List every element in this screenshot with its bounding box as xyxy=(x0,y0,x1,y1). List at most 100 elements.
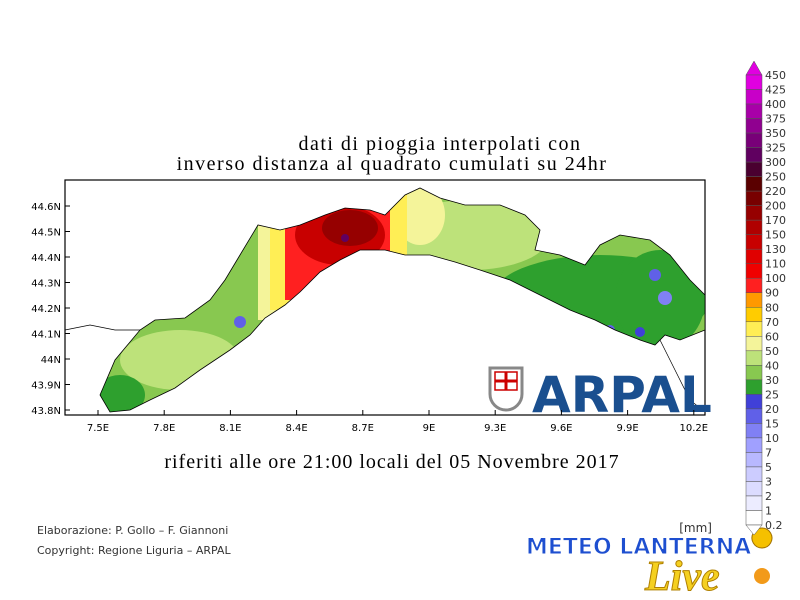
lon-tick-label: 9.9E xyxy=(616,423,638,434)
legend-swatch xyxy=(745,350,763,366)
legend-swatch xyxy=(745,481,763,497)
legend-label: 50 xyxy=(765,345,779,358)
legend-swatch xyxy=(745,510,763,526)
legend-label: 130 xyxy=(765,243,786,256)
legend-label: 40 xyxy=(765,359,779,372)
legend-swatch xyxy=(745,190,763,206)
legend-swatch xyxy=(745,103,763,119)
lat-tick-label: 43.8N xyxy=(31,406,61,417)
lat-tick-label: 44N xyxy=(41,355,61,366)
legend-label: 30 xyxy=(765,374,779,387)
lat-tick-label: 44.3N xyxy=(31,279,61,290)
coast xyxy=(659,339,706,413)
lat-tick-label: 44.2N xyxy=(31,304,61,315)
legend-label: 250 xyxy=(765,171,786,184)
legend-swatch xyxy=(745,365,763,381)
legend-swatch xyxy=(745,292,763,308)
legend-label: 25 xyxy=(765,388,779,401)
legend-label: 20 xyxy=(765,403,779,416)
lat-tick-label: 44.5N xyxy=(31,228,61,239)
legend-swatch xyxy=(745,176,763,192)
watermark-sun xyxy=(754,568,770,584)
subtitle: riferiti alle ore 21:00 locali del 05 No… xyxy=(164,451,619,473)
legend-swatch xyxy=(745,219,763,235)
lon-tick-label: 10.2E xyxy=(680,423,709,434)
legend-arrow xyxy=(745,524,763,536)
legend-swatch xyxy=(745,118,763,134)
legend-swatch xyxy=(745,423,763,439)
legend-label: 2 xyxy=(765,490,772,503)
legend-label: 80 xyxy=(765,301,779,314)
legend-swatch xyxy=(745,394,763,410)
watermark-text: METEO LANTERNA xyxy=(526,535,751,560)
lon-tick-label: 7.8E xyxy=(153,423,175,434)
legend-label: 60 xyxy=(765,330,779,343)
legend-swatch xyxy=(745,89,763,105)
legend-label: 220 xyxy=(765,185,786,198)
lat-tick-label: 43.9N xyxy=(31,381,61,392)
legend-label: 0.2 xyxy=(765,519,783,532)
legend-swatch xyxy=(745,466,763,482)
logo-cross xyxy=(495,372,517,390)
legend-swatch xyxy=(745,205,763,221)
legend-label: 1 xyxy=(765,504,772,517)
legend-label: 10 xyxy=(765,432,779,445)
legend-label: 15 xyxy=(765,417,779,430)
arpal-logo: ARPAL xyxy=(488,366,712,424)
legend-swatch xyxy=(745,408,763,424)
credit: Copyright: Regione Liguria – ARPAL xyxy=(37,544,231,557)
lon-tick-label: 8.1E xyxy=(219,423,241,434)
legend-swatch xyxy=(745,147,763,163)
lon-tick-label: 7.5E xyxy=(87,423,109,434)
lat-tick-label: 44.4N xyxy=(31,253,61,264)
legend-label: 3 xyxy=(765,475,772,488)
legend-label: 100 xyxy=(765,272,786,285)
lat-tick-label: 44.1N xyxy=(31,330,61,341)
legend-label: 70 xyxy=(765,316,779,329)
region-border xyxy=(99,187,706,413)
legend-arrow xyxy=(745,60,763,76)
logo-text: ARPAL xyxy=(532,366,712,424)
legend-swatch xyxy=(745,452,763,468)
legend-swatch xyxy=(745,495,763,511)
legend-swatch xyxy=(745,132,763,148)
lon-tick-label: 9.6E xyxy=(550,423,572,434)
lat-tick-label: 44.6N xyxy=(31,202,61,213)
legend-label: 350 xyxy=(765,127,786,140)
legend-label: 400 xyxy=(765,98,786,111)
watermark-live: Live xyxy=(644,554,720,600)
legend-swatch xyxy=(745,161,763,177)
legend-swatch xyxy=(745,248,763,264)
legend-swatch xyxy=(745,437,763,453)
legend-label: 5 xyxy=(765,461,772,474)
legend-label: 170 xyxy=(765,214,786,227)
legend-label: 7 xyxy=(765,446,772,459)
legend-label: 110 xyxy=(765,258,786,271)
country-border xyxy=(64,324,140,331)
legend-label: 300 xyxy=(765,156,786,169)
legend-swatch xyxy=(745,379,763,395)
legend-swatch xyxy=(745,263,763,279)
legend-label: 425 xyxy=(765,84,786,97)
legend-label: 200 xyxy=(765,200,786,213)
title-line: dati di pioggia interpolati con xyxy=(298,133,581,155)
title-line: inverso distanza al quadrato cumulati su… xyxy=(177,153,608,175)
lon-tick-label: 9.3E xyxy=(484,423,506,434)
legend-label: 450 xyxy=(765,69,786,82)
legend-swatch xyxy=(745,336,763,352)
legend-label: 325 xyxy=(765,142,786,155)
legend-swatch xyxy=(745,321,763,337)
legend-label: 375 xyxy=(765,113,786,126)
legend-swatch xyxy=(745,307,763,323)
lon-tick-label: 8.4E xyxy=(285,423,307,434)
legend-swatch xyxy=(745,74,763,90)
credit: Elaborazione: P. Gollo – F. Giannoni xyxy=(37,524,228,537)
lon-tick-label: 9E xyxy=(423,423,436,434)
legend-unit: [mm] xyxy=(679,521,712,535)
legend-swatch xyxy=(745,234,763,250)
lon-tick-label: 8.7E xyxy=(352,423,374,434)
legend-swatch xyxy=(745,277,763,293)
legend-label: 90 xyxy=(765,287,779,300)
legend-label: 150 xyxy=(765,229,786,242)
